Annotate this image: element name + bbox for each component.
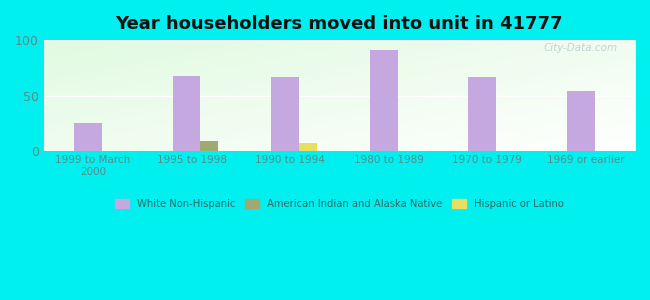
Bar — [567, 91, 595, 151]
Bar — [370, 50, 398, 151]
Legend: White Non-Hispanic, American Indian and Alaska Native, Hispanic or Latino: White Non-Hispanic, American Indian and … — [111, 195, 568, 213]
Bar — [173, 76, 200, 151]
Bar — [271, 77, 299, 151]
Bar — [299, 143, 317, 151]
Bar — [469, 77, 496, 151]
Bar — [200, 141, 218, 151]
Text: City-Data.com: City-Data.com — [543, 44, 618, 53]
Bar — [74, 123, 102, 151]
Title: Year householders moved into unit in 41777: Year householders moved into unit in 417… — [116, 15, 563, 33]
